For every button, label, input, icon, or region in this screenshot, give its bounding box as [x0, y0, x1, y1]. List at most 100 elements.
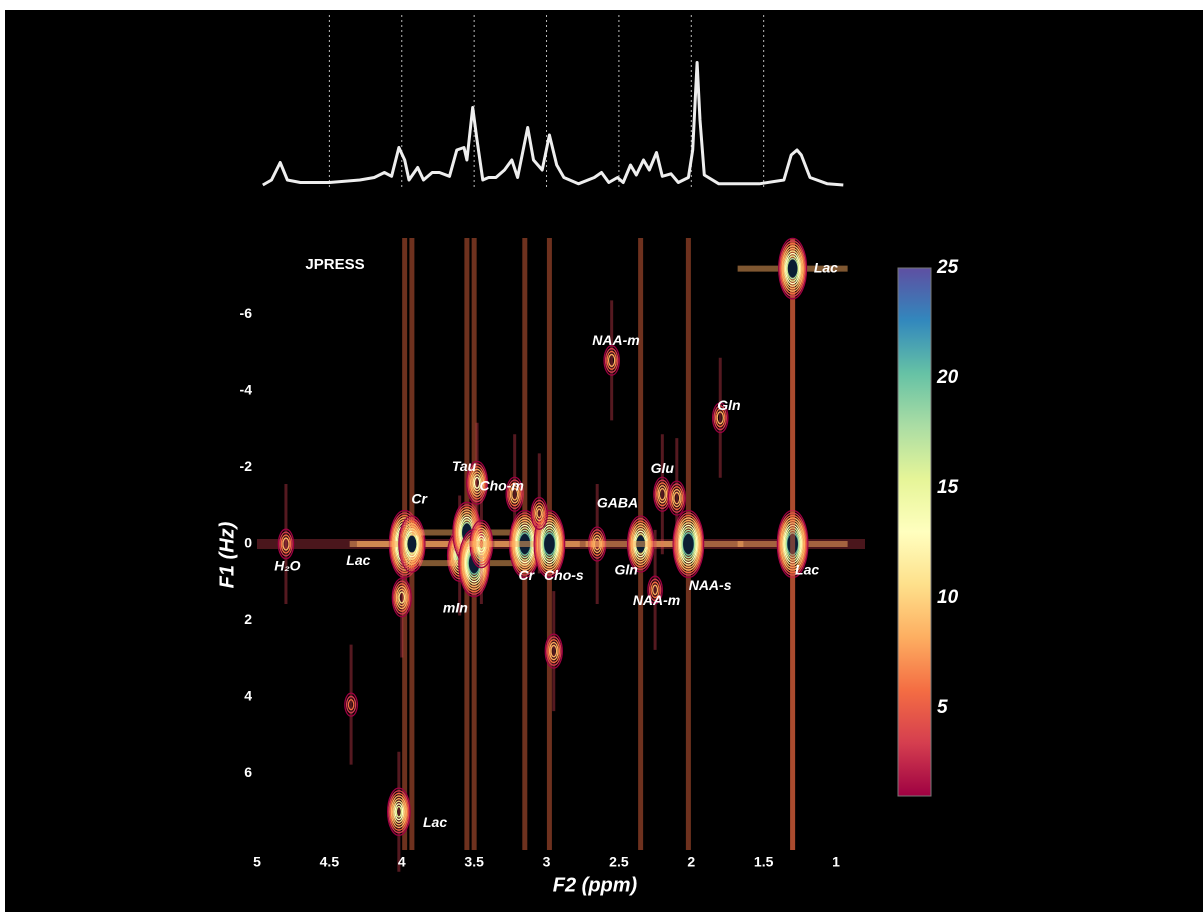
- peak: [667, 480, 686, 516]
- peak-label: Cho-m: [479, 477, 523, 493]
- x-tick-label: 1.5: [754, 854, 774, 870]
- peak-label: Tau: [452, 458, 477, 474]
- contour-level: [607, 353, 616, 367]
- peak-label: Lac: [346, 552, 370, 568]
- peak: [544, 633, 563, 669]
- contour-level: [282, 537, 290, 551]
- peak-label: Cho-s: [544, 567, 584, 583]
- contour-level: [532, 499, 547, 528]
- contour-level: [393, 800, 405, 823]
- colorbar-tick-label: 25: [936, 257, 959, 278]
- y-tick-label: -6: [240, 305, 253, 321]
- peak: [466, 460, 488, 505]
- contour-level: [391, 577, 412, 618]
- contour-level: [404, 528, 420, 560]
- contour-level: [398, 591, 406, 604]
- peak-label: NAA-m: [592, 332, 639, 348]
- peak-core: [683, 533, 694, 555]
- contour-level: [542, 529, 557, 559]
- contour-level: [546, 636, 562, 666]
- peak-label: Cr: [518, 567, 535, 583]
- contour-level: [671, 488, 682, 508]
- contour-level: [650, 581, 660, 599]
- contour-level: [509, 485, 520, 504]
- contour-level: [669, 483, 685, 513]
- x-tick-label: 2.5: [609, 854, 629, 870]
- peak-core: [407, 535, 417, 553]
- contour-level: [681, 529, 696, 559]
- x-axis-label: F2 (ppm): [553, 874, 638, 896]
- colorbar-tick-label: 10: [937, 587, 959, 608]
- peak: [776, 509, 809, 579]
- contour-level: [388, 790, 410, 834]
- peak: [778, 237, 808, 300]
- contour-level: [536, 517, 562, 571]
- contour-level: [780, 242, 805, 295]
- contour-level: [781, 245, 804, 292]
- contour-level: [406, 533, 418, 555]
- contour-level: [279, 531, 293, 557]
- contour-level: [652, 584, 659, 596]
- peak: [277, 528, 295, 560]
- contour-level: [395, 585, 408, 610]
- contour-level: [277, 528, 295, 560]
- y-tick-label: 2: [244, 611, 252, 627]
- contour-level: [394, 583, 410, 612]
- contour-level: [468, 466, 486, 500]
- contour-level: [401, 522, 422, 566]
- colorbar-tick-label: 15: [937, 477, 959, 498]
- contour-level: [677, 519, 700, 569]
- contour-level: [777, 512, 808, 576]
- contour-level: [399, 517, 425, 571]
- contour-level: [469, 468, 485, 497]
- contour-level: [540, 524, 559, 564]
- contour-level: [780, 517, 806, 571]
- contour-level: [530, 496, 548, 530]
- colorbar-tick-label: 20: [936, 367, 959, 388]
- peak: [672, 509, 705, 579]
- colorbar: [897, 267, 932, 797]
- peak: [398, 515, 426, 573]
- peak-core: [787, 259, 798, 278]
- contour-level: [347, 699, 355, 711]
- chart-title: JPRESS: [305, 256, 364, 273]
- background: [5, 10, 1203, 912]
- contour-level: [550, 644, 558, 658]
- contour-level: [400, 520, 424, 568]
- contour-level: [673, 491, 681, 505]
- peak: [603, 344, 620, 376]
- contour-level: [678, 522, 699, 566]
- contour-level: [533, 509, 566, 579]
- contour-level: [511, 487, 519, 501]
- contour-level: [606, 350, 617, 370]
- contour-level: [389, 792, 409, 831]
- peak-label: Gln: [614, 561, 637, 577]
- contour-level: [647, 575, 663, 605]
- contour-level: [782, 522, 803, 566]
- peak-label: Lac: [795, 561, 819, 577]
- contour-level: [779, 240, 807, 297]
- contour-level: [785, 529, 800, 559]
- contour-level: [405, 530, 419, 558]
- contour-level: [536, 508, 543, 519]
- x-tick-label: 3: [543, 854, 551, 870]
- peak: [344, 692, 358, 717]
- contour-level: [345, 695, 357, 714]
- contour-level: [387, 787, 411, 837]
- contour-level: [541, 527, 558, 561]
- contour-level: [784, 527, 801, 561]
- contour-level: [539, 522, 560, 566]
- contour-level: [675, 517, 701, 571]
- spectrum-line: [262, 61, 844, 187]
- contour-level: [778, 237, 808, 300]
- contour-level: [466, 460, 488, 505]
- contour-level: [471, 471, 483, 495]
- contour-level: [472, 474, 482, 492]
- peak-label: NAA-m: [633, 592, 680, 608]
- x-tick-label: 4: [398, 854, 406, 870]
- contour-level: [547, 639, 561, 664]
- contour-level: [473, 476, 481, 489]
- contour-level: [672, 509, 705, 579]
- y-tick-label: 6: [244, 764, 252, 780]
